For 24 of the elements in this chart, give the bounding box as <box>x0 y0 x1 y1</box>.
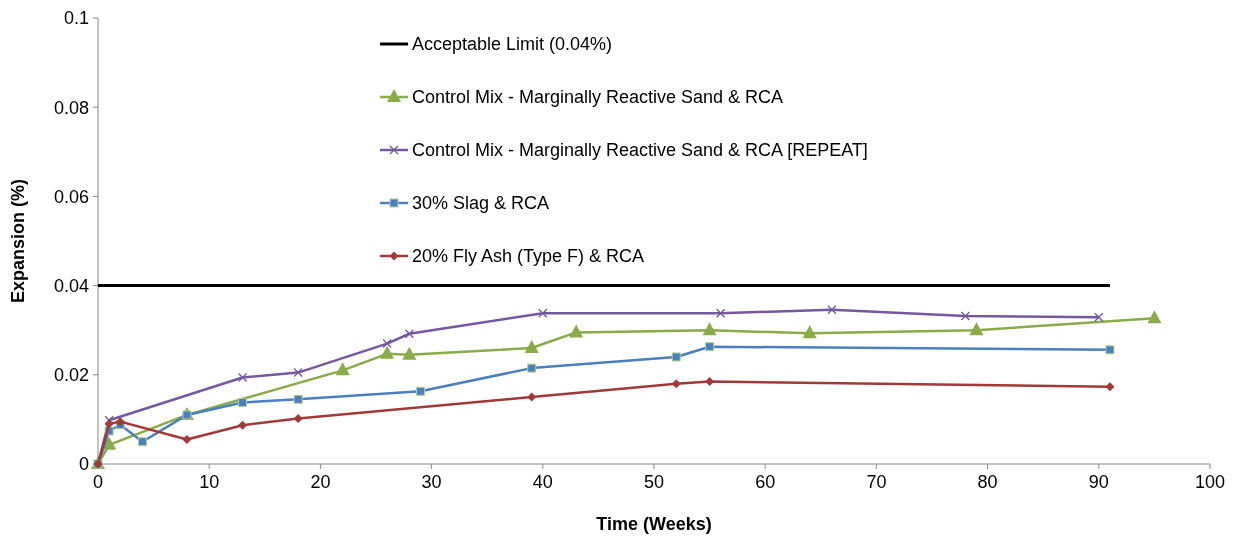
y-tick-label: 0.08 <box>53 97 89 118</box>
y-tick-label: 0.04 <box>53 275 89 296</box>
x-tick-label: 80 <box>977 472 998 492</box>
x-tick-label: 50 <box>643 472 665 492</box>
y-tick-label: 0.06 <box>53 186 89 207</box>
x-tick-label: 60 <box>755 472 776 492</box>
legend-label: 20% Fly Ash (Type F) & RCA <box>412 246 645 267</box>
x-tick-label: 0 <box>92 472 104 492</box>
x-tick-label: 70 <box>866 472 887 492</box>
x-tick-label: 40 <box>532 472 553 492</box>
legend-label: Acceptable Limit (0.04%) <box>412 34 613 55</box>
y-axis-title: Expansion (%) <box>8 178 28 304</box>
x-tick-label: 100 <box>1194 472 1226 492</box>
legend-label: Control Mix - Marginally Reactive Sand & RCA <box>412 87 784 108</box>
y-tick-label: 0 <box>78 454 89 475</box>
x-tick-label: 20 <box>310 472 331 492</box>
x-axis-title: Time (Weeks) <box>596 514 712 534</box>
x-tick-label: 90 <box>1088 472 1109 492</box>
legend-label: Control Mix - Marginally Reactive Sand & RCA [REPEAT] <box>412 140 868 161</box>
legend-label: 30% Slag & RCA <box>412 193 550 214</box>
y-tick-label: 0.02 <box>53 365 89 386</box>
x-tick-label: 30 <box>421 472 442 492</box>
y-tick-label: 0.1 <box>63 8 89 29</box>
x-tick-label: 10 <box>199 472 220 492</box>
